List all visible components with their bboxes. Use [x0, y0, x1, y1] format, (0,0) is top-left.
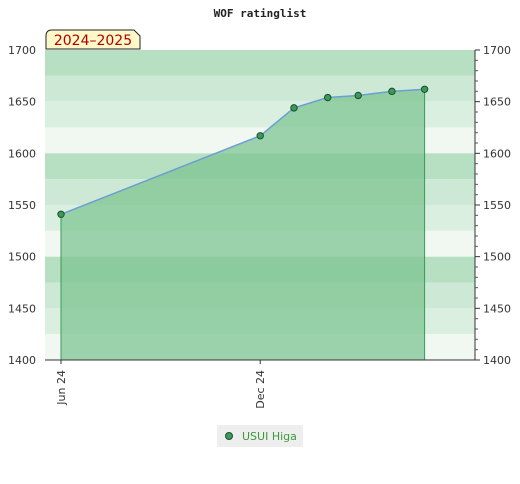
- y-tick-label-left: 1700: [8, 44, 36, 57]
- data-point: [420, 85, 429, 93]
- legend-box: [217, 425, 303, 447]
- y-tick-label-right: 1500: [483, 251, 511, 264]
- y-tick-label-left: 1600: [8, 147, 36, 160]
- data-point: [388, 87, 396, 96]
- y-tick-label-left: 1550: [8, 199, 36, 212]
- data-point: [57, 210, 65, 219]
- data-point: [354, 91, 362, 100]
- y-tick-label-right: 1600: [483, 147, 511, 160]
- y-tick-label-right: 1650: [483, 96, 511, 109]
- legend-label: USUI Higa: [242, 430, 297, 443]
- x-tick-label: Dec 24: [254, 370, 267, 409]
- y-axis-left: 1400 1450 1500 1550 1600 1650 1700: [8, 44, 36, 367]
- y-tick-label-left: 1500: [8, 251, 36, 264]
- season-label: 2024–2025: [54, 33, 132, 49]
- data-point: [324, 93, 332, 102]
- background-band: [45, 50, 475, 76]
- data-markers: [57, 85, 429, 219]
- y-tick-label-left: 1450: [8, 302, 36, 315]
- y-tick-label-right: 1450: [483, 302, 511, 315]
- y-tick-label-right: 1550: [483, 199, 511, 212]
- y-tick-label-left: 1400: [8, 354, 36, 367]
- y-tick-label-left: 1650: [8, 96, 36, 109]
- x-axis: Jun 24 Dec 24: [55, 360, 267, 409]
- legend-marker-icon: [225, 432, 233, 440]
- y-tick-label-right: 1400: [483, 354, 511, 367]
- series-area: [61, 89, 425, 361]
- season-badge: 2024–2025: [45, 29, 141, 50]
- legend[interactable]: USUI Higa: [217, 425, 303, 447]
- x-tick-label: Jun 24: [55, 370, 68, 406]
- data-point: [290, 104, 298, 112]
- y-axis-right: 1400 1450 1500 1550 1600 1650 1700: [475, 44, 511, 367]
- data-point: [256, 132, 264, 140]
- y-tick-label-right: 1700: [483, 44, 511, 57]
- chart-title: WOF ratinglist: [214, 7, 307, 20]
